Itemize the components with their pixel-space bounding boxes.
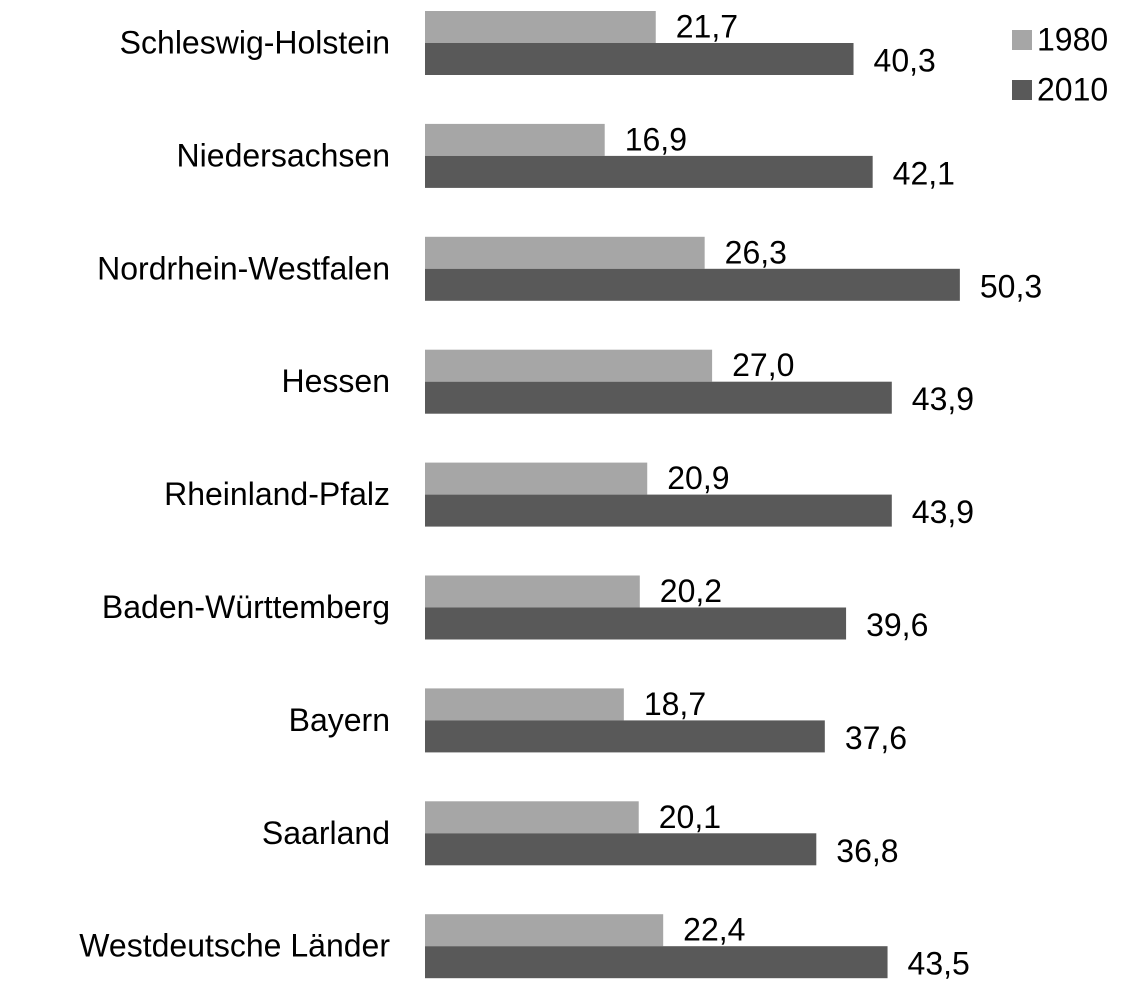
bar [425,946,888,979]
value-label: 36,8 [836,833,898,869]
value-label: 40,3 [874,42,936,78]
value-label: 37,6 [845,720,907,756]
bar [425,236,705,269]
value-label: 16,9 [625,121,687,157]
bar [425,607,847,640]
bar [425,575,640,608]
bar [425,155,873,188]
bar [425,494,892,527]
bar [425,462,648,495]
category-label: Baden-Württemberg [102,589,390,625]
value-label: 43,5 [908,946,970,982]
value-label: 39,6 [866,607,928,643]
value-label: 43,9 [912,494,974,530]
category-label: Schleswig-Holstein [120,24,390,60]
value-label: 50,3 [980,268,1042,304]
value-label: 43,9 [912,381,974,417]
category-label: Saarland [262,815,390,851]
bar [425,381,892,414]
value-label: 42,1 [893,155,955,191]
value-label: 21,7 [676,8,738,44]
bar [425,11,656,43]
category-label: Bayern [289,702,390,738]
legend-label: 2010 [1037,71,1108,107]
value-label: 27,0 [732,347,794,383]
category-label: Westdeutsche Länder [79,928,390,964]
value-label: 26,3 [725,234,787,270]
legend-label: 1980 [1037,21,1108,57]
bar [425,268,960,301]
value-label: 22,4 [683,912,745,948]
bar [425,914,664,947]
legend-swatch [1012,80,1032,100]
category-label: Nordrhein-Westfalen [97,250,390,286]
category-label: Rheinland-Pfalz [164,476,390,512]
bar [425,43,854,75]
bar [425,123,605,156]
value-label: 18,7 [644,686,706,722]
bar [425,833,817,866]
value-label: 20,1 [659,799,721,835]
bar [425,688,624,721]
bar [425,349,713,382]
value-label: 20,2 [660,573,722,609]
legend-swatch [1012,30,1032,50]
value-label: 20,9 [667,460,729,496]
category-label: Hessen [282,363,391,399]
bar [425,801,639,834]
bar [425,720,825,753]
category-label: Niedersachsen [177,137,390,173]
